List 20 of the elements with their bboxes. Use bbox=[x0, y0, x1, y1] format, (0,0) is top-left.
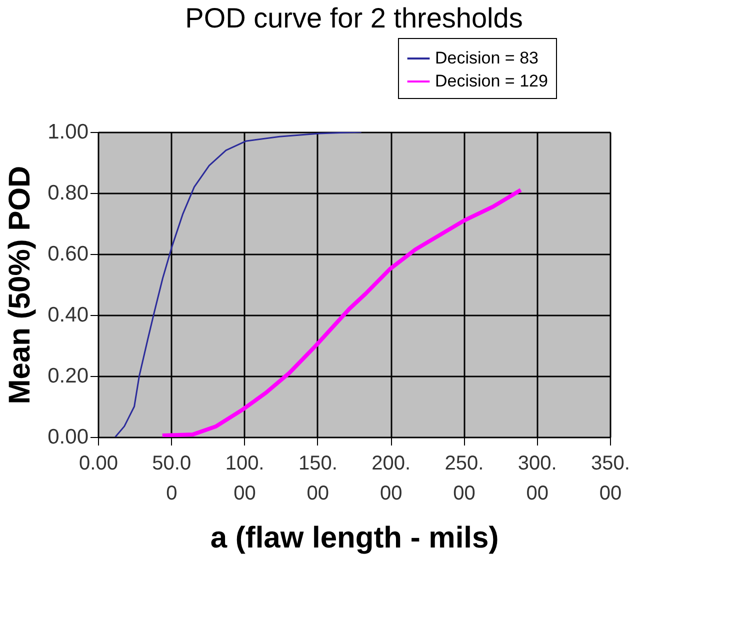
x-axis-title: a (flaw length - mils) bbox=[210, 522, 499, 554]
y-tick-label: 0.60 bbox=[48, 242, 88, 266]
x-tick-label: 350.00 bbox=[591, 452, 630, 504]
x-tick-label: 200.00 bbox=[372, 452, 411, 504]
x-tick-label: 250.00 bbox=[444, 452, 484, 504]
x-tick-label: 150.00 bbox=[298, 452, 338, 504]
chart-title: POD curve for 2 thresholds bbox=[185, 2, 523, 34]
x-tick-label: 100.00 bbox=[225, 452, 264, 504]
y-tick-label: 0.00 bbox=[48, 426, 88, 448]
legend-label: Decision = 129 bbox=[435, 72, 548, 90]
x-tick-label: 50.00 bbox=[152, 452, 192, 504]
line-series bbox=[160, 188, 523, 437]
y-axis-title: Mean (50%) POD bbox=[4, 166, 37, 404]
y-tick-label: 0.20 bbox=[48, 364, 88, 388]
y-tick-label: 1.00 bbox=[48, 120, 88, 144]
legend-label: Decision = 83 bbox=[435, 48, 538, 68]
x-tick-label: 300.00 bbox=[518, 452, 557, 504]
y-tick-label: 0.80 bbox=[48, 182, 88, 204]
y-tick-label: 0.40 bbox=[48, 304, 88, 326]
x-tick-label: 0.00 bbox=[79, 452, 118, 474]
